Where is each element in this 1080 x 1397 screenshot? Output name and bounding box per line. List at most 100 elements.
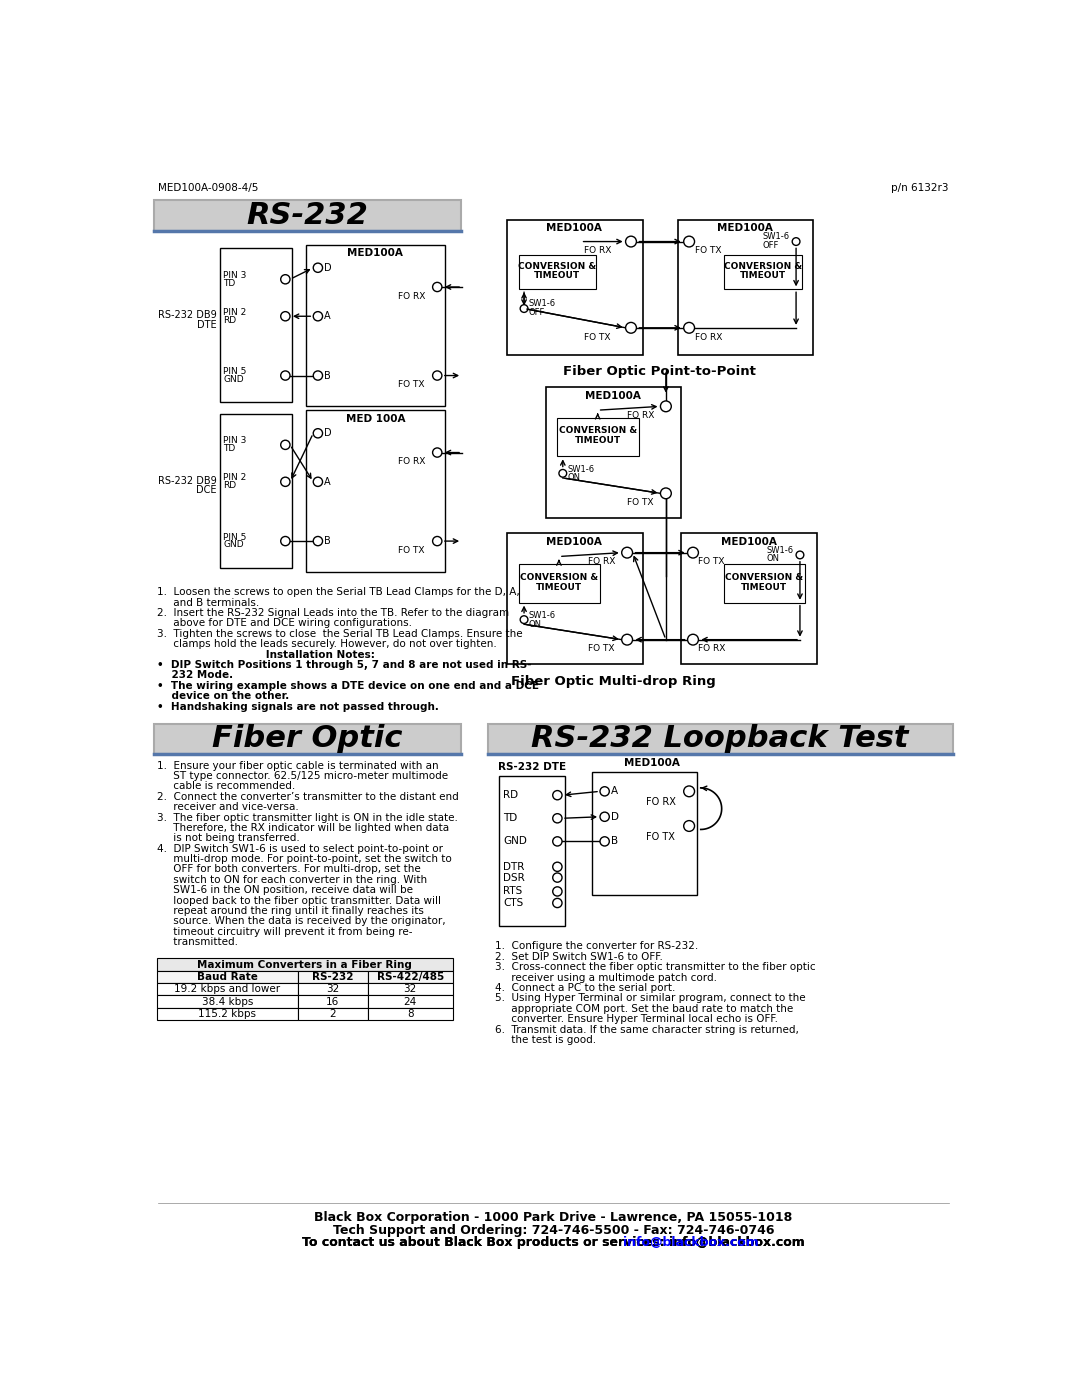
Text: TIMEOUT: TIMEOUT [536,583,582,592]
Text: 19.2 kbps and lower: 19.2 kbps and lower [174,985,281,995]
Text: SW1-6: SW1-6 [529,299,556,309]
Text: MED100A: MED100A [546,224,603,233]
Text: RS-232 DTE: RS-232 DTE [498,761,566,771]
Text: To contact us about Black Box products or services: info@blackbox.com: To contact us about Black Box products o… [302,1236,805,1249]
Text: above for DTE and DCE wiring configurations.: above for DTE and DCE wiring configurati… [157,619,411,629]
Text: clamps hold the leads securely. However, do not over tighten.: clamps hold the leads securely. However,… [157,640,497,650]
Text: D: D [324,263,332,272]
Bar [298,971,367,983]
Circle shape [433,372,442,380]
Bar [677,219,813,355]
Bar [157,983,298,996]
Text: PIN 3: PIN 3 [224,436,246,446]
Text: RS-422/485: RS-422/485 [377,972,444,982]
Text: TIMEOUT: TIMEOUT [740,271,786,279]
Text: cable is recommended.: cable is recommended. [157,781,295,791]
Text: converter. Ensure Hyper Terminal local echo is OFF.: converter. Ensure Hyper Terminal local e… [496,1014,779,1024]
Text: FO RX: FO RX [694,332,721,341]
Circle shape [313,312,323,321]
Circle shape [281,312,291,321]
Text: TIMEOUT: TIMEOUT [575,436,621,446]
Text: device on the other.: device on the other. [157,692,289,701]
Text: p/n 6132r3: p/n 6132r3 [891,183,948,193]
Text: To contact us about Black Box products or services: info@blackbox.com: To contact us about Black Box products o… [302,1236,805,1249]
Text: CONVERSION &: CONVERSION & [519,573,598,581]
Text: FO TX: FO TX [584,332,611,341]
Text: RD: RD [224,481,237,490]
Bar [592,773,697,895]
Text: MED 100A: MED 100A [346,414,405,423]
Bar [724,564,806,602]
Text: 2.  Set DIP Switch SW1-6 to OFF.: 2. Set DIP Switch SW1-6 to OFF. [496,951,663,963]
Text: FO TX: FO TX [399,380,426,390]
Text: ON: ON [767,555,780,563]
Text: FO RX: FO RX [399,457,426,467]
Text: DCE: DCE [195,485,216,496]
Text: SW1-6: SW1-6 [767,546,794,555]
Bar [507,534,643,665]
Circle shape [281,372,291,380]
Bar [367,971,453,983]
Circle shape [313,372,323,380]
Text: •  Handshaking signals are not passed through.: • Handshaking signals are not passed thr… [157,701,438,711]
Bar [157,971,298,983]
Bar [488,724,953,754]
Text: A: A [324,476,330,486]
Text: 24: 24 [404,996,417,1007]
Text: Black Box Corporation - 1000 Park Drive - Lawrence, PA 15055-1018: Black Box Corporation - 1000 Park Drive … [314,1211,793,1224]
Circle shape [625,323,636,334]
Text: CONVERSION &: CONVERSION & [558,426,637,436]
Text: FO TX: FO TX [699,557,725,566]
Bar [220,249,292,402]
Bar [518,564,600,602]
Bar [545,387,681,518]
Circle shape [553,791,562,800]
Text: OFF for both converters. For multi-drop, set the: OFF for both converters. For multi-drop,… [157,865,420,875]
Circle shape [684,820,694,831]
Text: A: A [611,787,618,796]
Text: 4.  DIP Switch SW1-6 is used to select point-to-point or: 4. DIP Switch SW1-6 is used to select po… [157,844,443,854]
Text: MED100A: MED100A [720,536,777,546]
Text: FO RX: FO RX [627,411,654,420]
Text: OFF: OFF [529,307,545,317]
Bar [157,958,453,971]
Bar [367,983,453,996]
Bar [157,1007,298,1020]
Text: RS-232: RS-232 [246,201,368,231]
Text: 3.  Cross-connect the fiber optic transmitter to the fiber optic: 3. Cross-connect the fiber optic transmi… [496,963,816,972]
Circle shape [313,263,323,272]
Text: FO RX: FO RX [647,798,676,807]
Text: DTE: DTE [197,320,216,330]
Circle shape [433,282,442,292]
Text: FO RX: FO RX [584,246,612,256]
Circle shape [553,837,562,847]
Circle shape [793,237,800,246]
Text: DSR: DSR [503,873,525,883]
Circle shape [600,837,609,847]
Text: RS-232 DB9: RS-232 DB9 [158,476,216,486]
Text: •  The wiring example shows a DTE device on one end and a DCE: • The wiring example shows a DTE device … [157,680,539,692]
Bar [298,996,367,1007]
Text: ON: ON [529,620,542,629]
Text: 32: 32 [326,985,339,995]
Text: SW1-6: SW1-6 [529,612,556,620]
Circle shape [688,548,699,557]
Text: A: A [324,312,330,321]
Bar [367,996,453,1007]
Text: 38.4 kbps: 38.4 kbps [202,996,253,1007]
Circle shape [796,550,804,559]
Text: RD: RD [503,791,518,800]
Text: TIMEOUT: TIMEOUT [741,583,787,592]
Text: B: B [324,536,330,546]
Text: multi-drop mode. For point-to-point, set the switch to: multi-drop mode. For point-to-point, set… [157,854,451,865]
Text: receiver and vice-versa.: receiver and vice-versa. [157,802,298,812]
Text: GND: GND [224,541,244,549]
Text: 2.  Insert the RS-232 Signal Leads into the TB. Refer to the diagram: 2. Insert the RS-232 Signal Leads into t… [157,608,509,617]
Text: 3.  Tighten the screws to close  the Serial TB Lead Clamps. Ensure the: 3. Tighten the screws to close the Seria… [157,629,523,638]
Text: Fiber Optic: Fiber Optic [212,725,402,753]
Text: the test is good.: the test is good. [496,1035,596,1045]
Text: source. When the data is received by the originator,: source. When the data is received by the… [157,916,445,926]
Text: RS-232: RS-232 [312,972,353,982]
Text: receiver using a multimode patch cord.: receiver using a multimode patch cord. [496,972,717,982]
Text: MED100A: MED100A [585,391,642,401]
